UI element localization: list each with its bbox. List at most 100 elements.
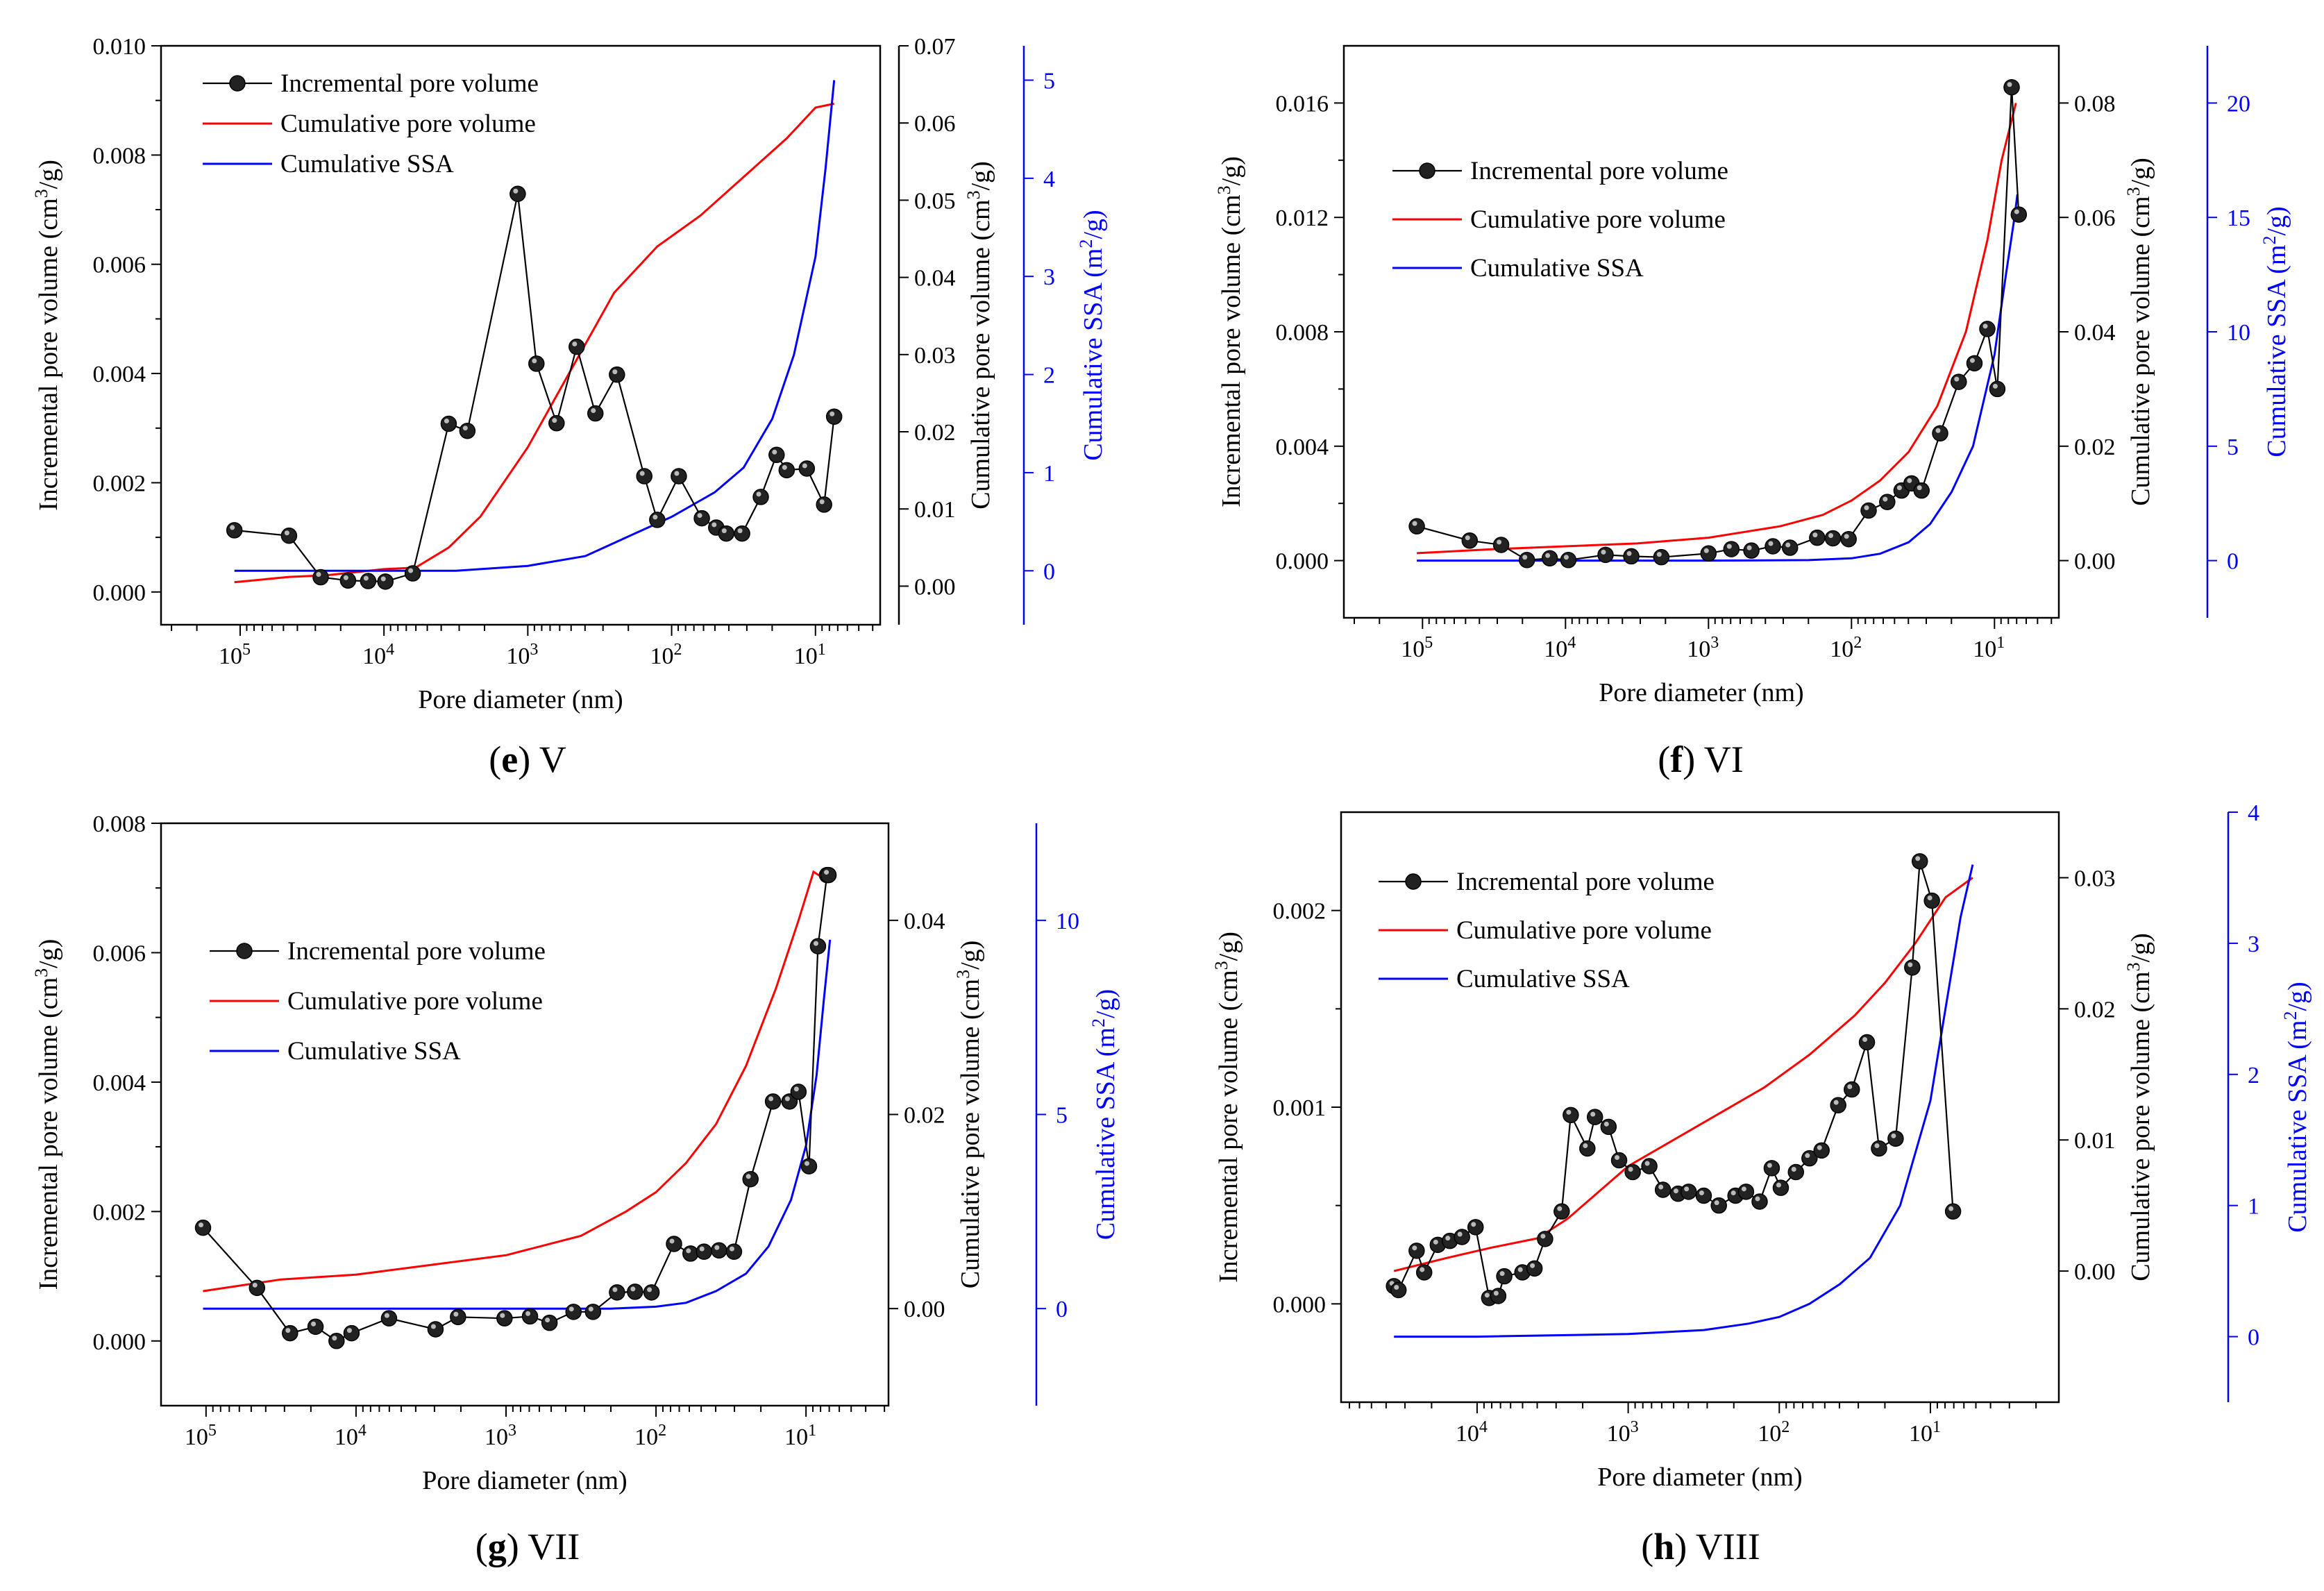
caption-letter: f [1670,739,1683,780]
point-highlight [500,1313,505,1318]
point-highlight [1776,1182,1781,1188]
superscript: 2 [2259,236,2280,245]
panel-f: 105 104 103 102 1010.0000.0040.0080.0120.016… [1214,44,2291,780]
y-right1-tick-label: 0.03 [914,343,956,369]
point-highlight [1601,549,1606,555]
legend-marker [229,75,246,92]
point-highlight [1583,1143,1588,1148]
superscript: 2 [1088,1018,1109,1027]
y-left-tick-label: 0.004 [93,1070,146,1096]
point-highlight [1566,1109,1572,1115]
incremental-point [609,366,625,383]
x-tick-exponent: 4 [386,641,394,659]
incremental-point [1979,321,1996,337]
x-tick-exponent: 4 [1479,1418,1488,1436]
point-highlight [1864,505,1869,510]
point-highlight [552,418,557,423]
incremental-point [696,1243,712,1260]
point-highlight [647,1287,652,1293]
point-highlight [813,941,818,946]
x-axis-title: Pore diameter (nm) [422,1466,627,1495]
superscript: 3 [31,189,51,198]
point-highlight [1833,1100,1839,1105]
point-highlight [230,525,235,530]
point-highlight [639,471,645,476]
x-tick-base: 10 [634,1424,658,1450]
series-line-1 [203,870,830,1293]
x-tick-exponent: 1 [808,1422,816,1440]
incremental-point [1700,545,1717,562]
x-tick-base: 10 [650,643,674,669]
incremental-point [1467,1219,1484,1236]
y-left-tick-label: 0.004 [1276,435,1329,460]
y-right1-tick-label: 0.04 [914,266,956,292]
incremental-point [1944,1203,1962,1220]
y-right2-tick-label: 2 [2248,1063,2259,1088]
legend-label: Cumulative SSA [287,1037,461,1066]
incremental-point [764,1093,782,1110]
point-highlight [1626,550,1632,556]
incremental-point [380,1310,398,1327]
series-line-1 [1393,877,1973,1272]
legend-label: Incremental pore volume [1456,868,1715,896]
legend-label: Cumulative pore volume [280,110,536,138]
incremental-point [1751,1193,1768,1210]
y-right2-tick-label: 15 [2227,205,2250,231]
point-highlight [444,418,449,423]
point-highlight [1755,1196,1760,1202]
plot-frame [160,44,882,626]
y-left-tick-label: 0.001 [1273,1095,1327,1121]
incremental-point [307,1318,324,1336]
point-highlight [782,464,787,470]
y-right2-tick-label: 20 [2227,91,2250,117]
incremental-point [1526,1260,1543,1277]
incremental-point [377,573,394,590]
point-highlight [1412,1245,1417,1251]
point-highlight [686,1248,691,1254]
incremental-point [742,1170,759,1188]
x-tick-label: 102 [650,641,682,669]
y-right1-title: Cumulative pore volume (cm3/g) [2123,933,2156,1281]
incremental-point [1408,518,1425,534]
point-highlight [525,1311,531,1316]
point-highlight [1530,1263,1535,1268]
incremental-point [1765,538,1781,555]
superscript: 3 [2123,962,2144,971]
incremental-point [1911,853,1928,870]
incremental-point [1653,548,1670,566]
series-line-2 [203,939,832,1310]
incremental-point [725,1243,743,1260]
x-tick-base: 10 [185,1424,208,1450]
superscript: 3 [31,968,51,977]
superscript: 2 [1076,239,1096,249]
x-tick-label: 104 [1544,634,1576,662]
plot-frame [1342,44,2060,619]
incremental-point [360,573,377,589]
y-left-tick-label: 0.000 [93,580,146,606]
y-left-title: Incremental pore volume (cm3/g) [31,160,64,511]
series-line-2 [1417,194,2019,562]
panel-e: 105 104 103 102 1010.0000.0020.0040.0060.008… [31,34,1109,780]
x-tick-exponent: 2 [1853,634,1862,652]
caption-sample: VIII [1687,1526,1760,1567]
panel-h: 104 103 102 1010.0000.0010.0020.000.010.020… [1211,800,2313,1567]
incremental-point [1518,552,1535,569]
y-right2-tick-label: 4 [2248,800,2259,826]
y-right1-tick-label: 0.02 [2074,435,2116,460]
point-highlight [793,1086,799,1092]
caption-paren: ( [475,1526,488,1567]
point-highlight [1540,1234,1546,1239]
x-tick-base: 10 [1909,1421,1933,1447]
incremental-point [541,1314,558,1331]
point-highlight [1497,539,1502,545]
incremental-point [1710,1197,1727,1214]
point-highlight [721,528,727,534]
incremental-point [1923,892,1940,909]
point-highlight [669,1238,675,1244]
y-right1-tick-label: 0.00 [914,574,956,600]
point-highlight [380,576,386,582]
x-tick-base: 10 [362,643,386,669]
x-axis-title: Pore diameter (nm) [418,685,623,714]
point-highlight [1445,1236,1451,1241]
panel-caption: (g) VII [475,1526,580,1567]
